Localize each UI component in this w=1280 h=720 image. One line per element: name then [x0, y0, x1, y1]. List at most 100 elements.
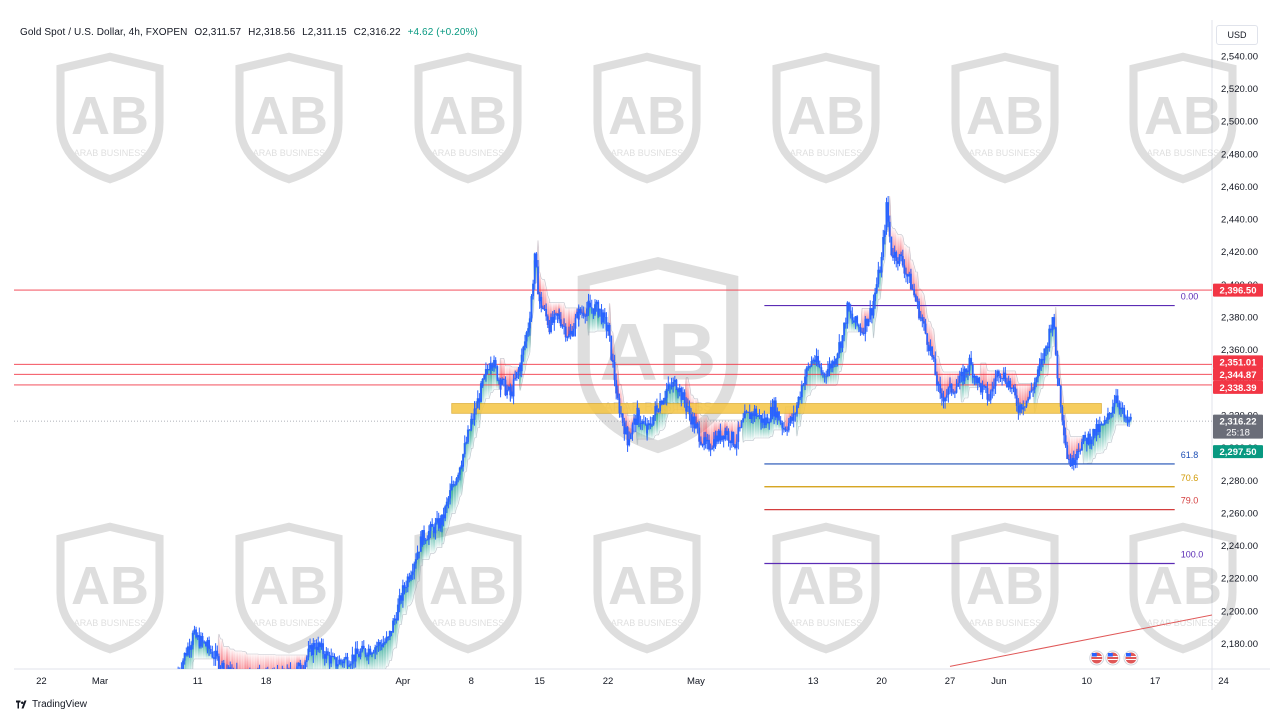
price-tick-label: 2,240.00: [1221, 541, 1258, 552]
candle-body: [1023, 406, 1026, 408]
candle-body: [996, 371, 999, 378]
candles: [177, 196, 1132, 680]
candle-body: [285, 678, 287, 680]
trend-cloud-segment: [470, 418, 473, 449]
trend-cloud-segment: [759, 422, 763, 439]
candle-body: [301, 671, 303, 672]
candle-body: [600, 309, 603, 323]
economic-event-icon[interactable]: [1089, 650, 1105, 666]
candle-body: [569, 330, 572, 335]
trend-cloud-segment: [730, 420, 733, 433]
trend-cloud-segment: [442, 518, 445, 544]
candle-body: [896, 260, 899, 264]
candle-body: [766, 417, 769, 424]
candle-body: [590, 307, 593, 309]
candle-body: [1095, 424, 1098, 436]
candle-body: [1107, 413, 1109, 420]
trend-cloud-segment: [900, 234, 903, 257]
trend-cloud-segment: [507, 365, 510, 388]
economic-event-icon[interactable]: [1123, 650, 1139, 666]
price-tag-level-1[interactable]: 2,396.50: [1213, 283, 1263, 297]
candle-body: [558, 314, 561, 320]
candle-body: [344, 656, 347, 659]
trend-cloud-segment: [659, 401, 662, 431]
candle-body: [595, 301, 598, 305]
candle-body: [879, 269, 881, 273]
fibonacci-retracement[interactable]: 0.00 61.8 70.6 79.0 100.0: [764, 292, 1203, 565]
symbol-label[interactable]: Gold Spot / U.S. Dollar, 4h, FXOPEN: [20, 27, 188, 38]
candle-body: [1076, 451, 1078, 460]
candle-body: [491, 365, 494, 368]
economic-event-icon[interactable]: [1105, 650, 1121, 666]
candle-body: [441, 514, 443, 525]
price-tag-level-4[interactable]: 2,338.39: [1213, 380, 1263, 394]
trend-stop-line: [192, 195, 1131, 669]
trend-cloud-segment: [584, 307, 587, 317]
candle-body: [410, 574, 412, 580]
candle-body: [838, 342, 841, 354]
watermark-shield-icon: AB ARAB BUSINESS: [593, 52, 701, 184]
candle-body: [983, 385, 986, 387]
trend-cloud-segment: [209, 651, 212, 659]
trend-cloud-segment: [1049, 330, 1053, 359]
price-tick-label: 2,520.00: [1221, 84, 1258, 95]
candle-body: [555, 313, 557, 315]
candle-body: [813, 359, 816, 363]
candle-body: [499, 384, 502, 390]
candle-body: [231, 671, 233, 678]
trend-cloud-segment: [699, 415, 702, 445]
trend-cloud-segment: [940, 368, 943, 398]
candle-body: [887, 202, 890, 222]
trendline[interactable]: [949, 611, 1233, 667]
trend-cloud-segment: [1098, 424, 1101, 454]
candle-body: [286, 669, 288, 680]
watermark-shield-icon: AB ARAB BUSINESS: [1129, 522, 1237, 654]
trend-cloud-segment: [1020, 383, 1023, 410]
trend-cloud-segment: [411, 571, 414, 602]
candle-body: [1035, 377, 1038, 383]
price-axis[interactable]: 2,180.00 2,200.00 2,220.00 2,240.00 2,260.00…: [1221, 51, 1258, 650]
candle-body: [683, 392, 686, 404]
time-tick-label: Jun: [991, 676, 1006, 687]
time-axis[interactable]: 22 Mar 11 18 Apr 8 15 22 May 13 20 27 Jun 10 17 24: [36, 676, 1229, 687]
candle-body: [1046, 346, 1049, 349]
candle-body: [748, 411, 751, 420]
candle-body: [303, 669, 305, 670]
trend-cloud-segment: [273, 654, 276, 669]
candle-body: [572, 328, 575, 336]
trend-cloud-segment: [429, 523, 432, 554]
candle-body: [358, 653, 360, 657]
candle-body: [501, 378, 504, 385]
price-tag-level-2[interactable]: 2,351.01: [1213, 355, 1263, 369]
currency-selector[interactable]: USD: [1216, 25, 1258, 45]
candle-body: [631, 424, 634, 435]
watermark-layer: AB ARAB BUSINESS AB ARAB BUSINESS AB ARAB BUS…: [56, 52, 1237, 654]
trend-cloud-segment: [1025, 383, 1028, 401]
candle-body: [414, 559, 417, 564]
candle-body: [1001, 378, 1003, 380]
trend-cloud-segment: [1090, 439, 1093, 464]
candle-body: [626, 439, 629, 446]
tradingview-icon: [16, 700, 27, 709]
trend-cloud-segment: [266, 654, 269, 669]
tradingview-logo[interactable]: TradingView: [16, 699, 87, 710]
trend-cloud-segment: [729, 420, 732, 444]
candle-body: [561, 325, 564, 327]
candle-body: [185, 652, 188, 656]
price-tag-level-3[interactable]: 2,344.87: [1213, 367, 1263, 381]
trend-cloud-segment: [590, 308, 593, 333]
candle-body: [885, 202, 888, 231]
candle-body: [978, 377, 981, 384]
trend-cloud-segment: [447, 498, 450, 528]
price-tag-cloud[interactable]: 2,297.50: [1213, 445, 1263, 459]
svg-text:AB: AB: [250, 556, 328, 616]
candle-body: [686, 406, 689, 408]
candle-body: [771, 406, 774, 417]
trend-cloud-segment: [668, 385, 672, 414]
candle-body: [939, 383, 942, 394]
candle-body: [945, 395, 948, 398]
candle-body: [249, 673, 251, 674]
trend-cloud-segment: [611, 332, 615, 363]
